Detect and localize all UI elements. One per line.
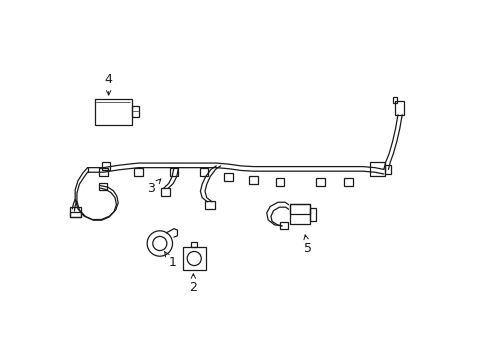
Bar	[99, 183, 107, 190]
Bar	[394, 101, 403, 115]
Bar	[248, 176, 257, 184]
Bar	[134, 168, 142, 176]
Bar	[344, 178, 352, 186]
Bar	[205, 201, 214, 208]
Bar	[161, 188, 170, 196]
Bar	[224, 173, 232, 181]
Bar	[315, 178, 324, 186]
Bar	[131, 106, 139, 117]
Bar	[99, 168, 107, 176]
Bar	[191, 242, 197, 247]
Text: 3: 3	[147, 179, 161, 195]
Text: 2: 2	[189, 274, 197, 294]
Bar	[384, 165, 390, 174]
Bar	[102, 162, 110, 170]
Bar	[275, 178, 284, 186]
Text: 5: 5	[304, 235, 311, 255]
Text: 1: 1	[164, 251, 176, 269]
Bar	[70, 212, 81, 217]
Text: 4: 4	[104, 73, 112, 95]
Bar	[309, 208, 315, 221]
Bar	[94, 99, 131, 125]
Bar	[369, 162, 384, 176]
Bar	[199, 168, 208, 176]
Bar	[290, 204, 309, 214]
Bar	[70, 207, 81, 217]
Bar	[280, 222, 287, 229]
Bar	[392, 97, 396, 103]
Bar	[183, 247, 205, 270]
Bar	[169, 168, 178, 176]
Bar	[290, 204, 309, 224]
